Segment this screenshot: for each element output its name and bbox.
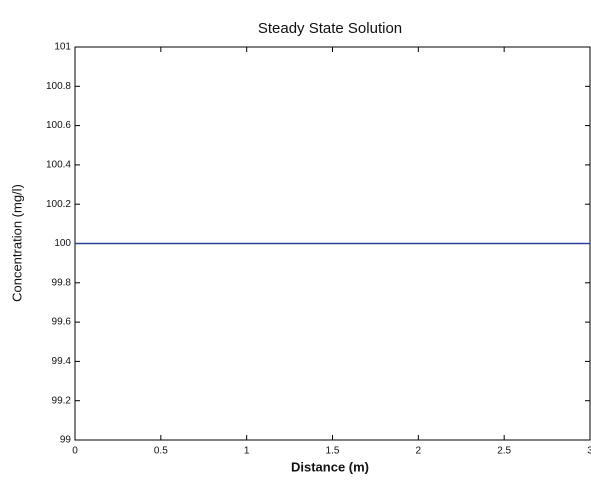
y-tick-label: 100.4 [46, 160, 71, 171]
chart-title: Steady State Solution [258, 20, 402, 37]
y-axis-label: Concentration (mg/l) [9, 184, 24, 302]
x-tick-label: 3 [587, 446, 591, 457]
x-tick-label: 0 [72, 446, 78, 457]
x-tick-label: 2.5 [497, 446, 511, 457]
y-tick-label: 99.2 [52, 395, 72, 406]
y-tick-label: 99 [60, 435, 72, 446]
y-tick-label: 100.6 [46, 120, 71, 131]
x-tick-label: 1 [244, 446, 250, 457]
y-tick-label: 99.4 [52, 356, 72, 367]
x-tick-label: 1.5 [326, 446, 340, 457]
y-tick-label: 99.8 [52, 277, 72, 288]
y-tick-label: 100 [54, 238, 71, 249]
y-tick-label: 99.6 [52, 317, 72, 328]
y-tick-label: 100.8 [46, 81, 71, 92]
y-tick-label: 100.2 [46, 199, 71, 210]
x-tick-label: 0.5 [154, 446, 168, 457]
y-tick-label: 101 [54, 42, 71, 53]
x-tick-label: 2 [416, 446, 422, 457]
x-axis-label: Distance (m) [291, 459, 369, 474]
